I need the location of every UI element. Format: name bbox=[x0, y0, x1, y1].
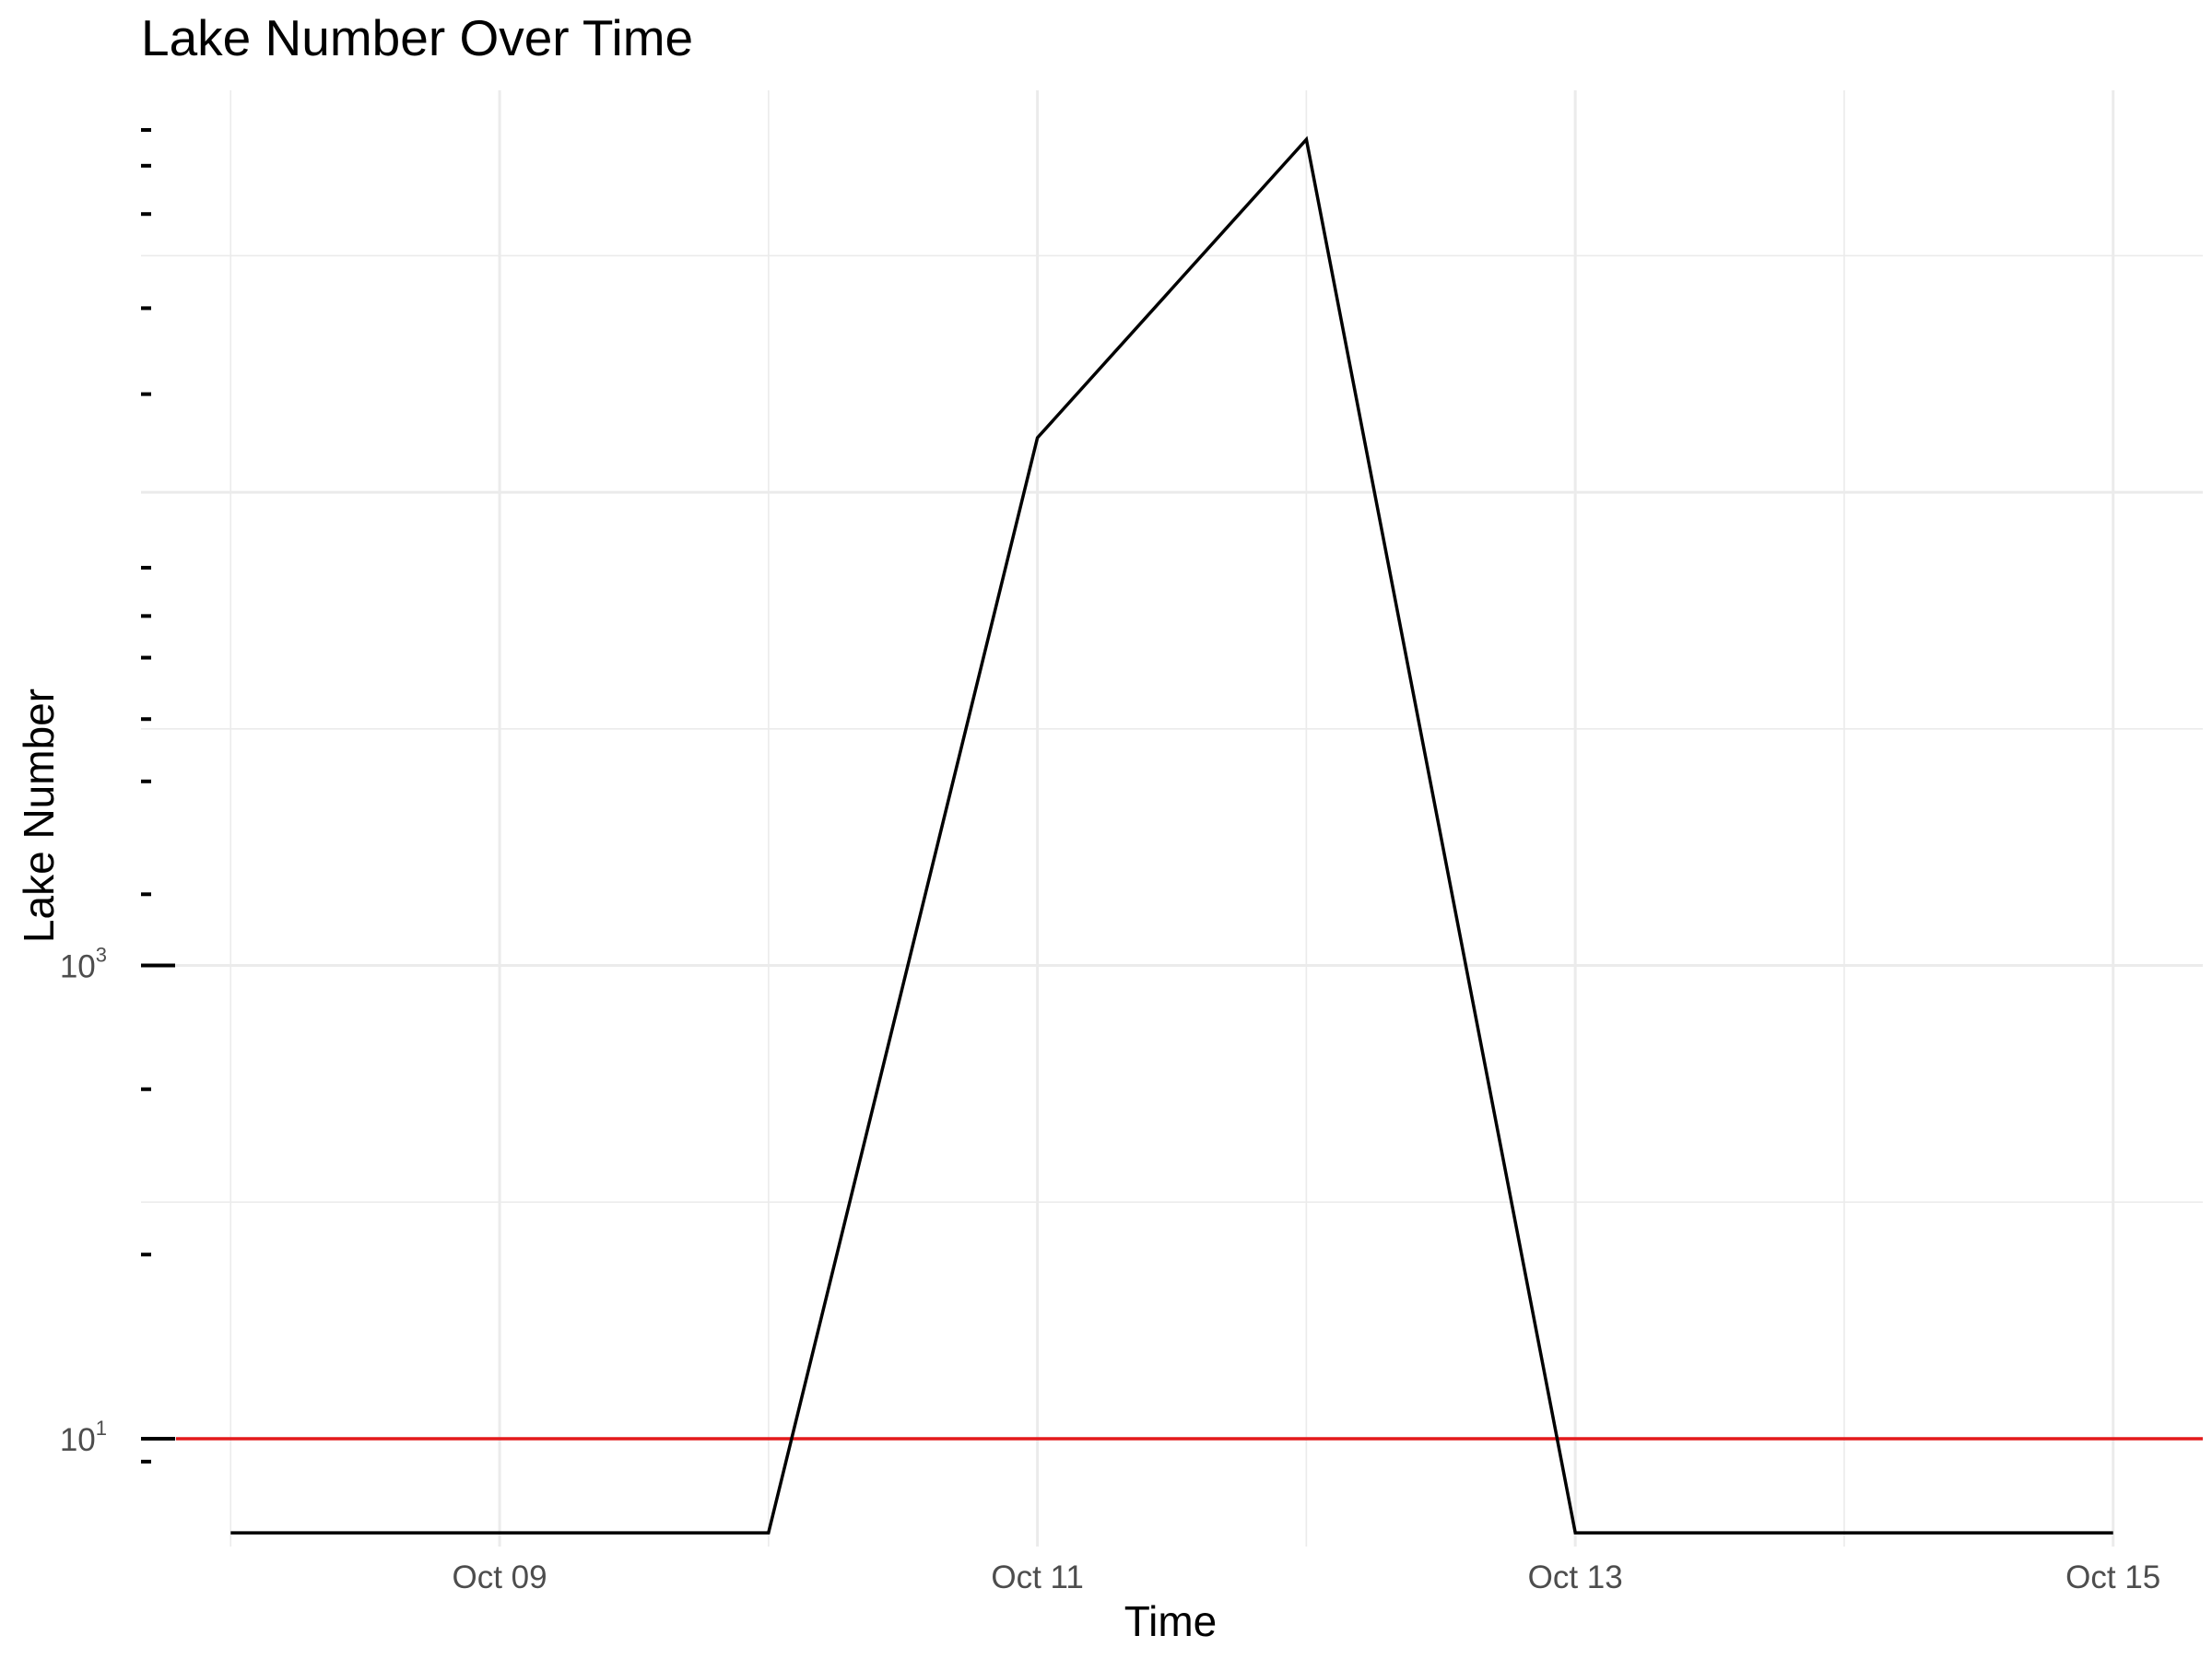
grid-lines bbox=[141, 90, 2203, 1547]
y-axis-title: Lake Number bbox=[15, 688, 63, 943]
x-tick-label: Oct 15 bbox=[2065, 1559, 2160, 1595]
x-axis-title: Time bbox=[1124, 1597, 1218, 1645]
y-tick-labels: 101 103 bbox=[60, 944, 175, 1458]
y-tick-label: 101 bbox=[60, 1417, 107, 1458]
x-tick-labels: Oct 09 Oct 11 Oct 13 Oct 15 bbox=[452, 1559, 2160, 1595]
series-line bbox=[230, 135, 2113, 1535]
y-tick-label: 103 bbox=[60, 944, 107, 985]
x-tick-label: Oct 11 bbox=[991, 1559, 1084, 1595]
x-tick-label: Oct 13 bbox=[1528, 1559, 1623, 1595]
chart-title: Lake Number Over Time bbox=[141, 9, 693, 66]
series-layer bbox=[230, 135, 2113, 1535]
x-tick-label: Oct 09 bbox=[452, 1559, 547, 1595]
y-rug-marks bbox=[141, 127, 151, 1464]
